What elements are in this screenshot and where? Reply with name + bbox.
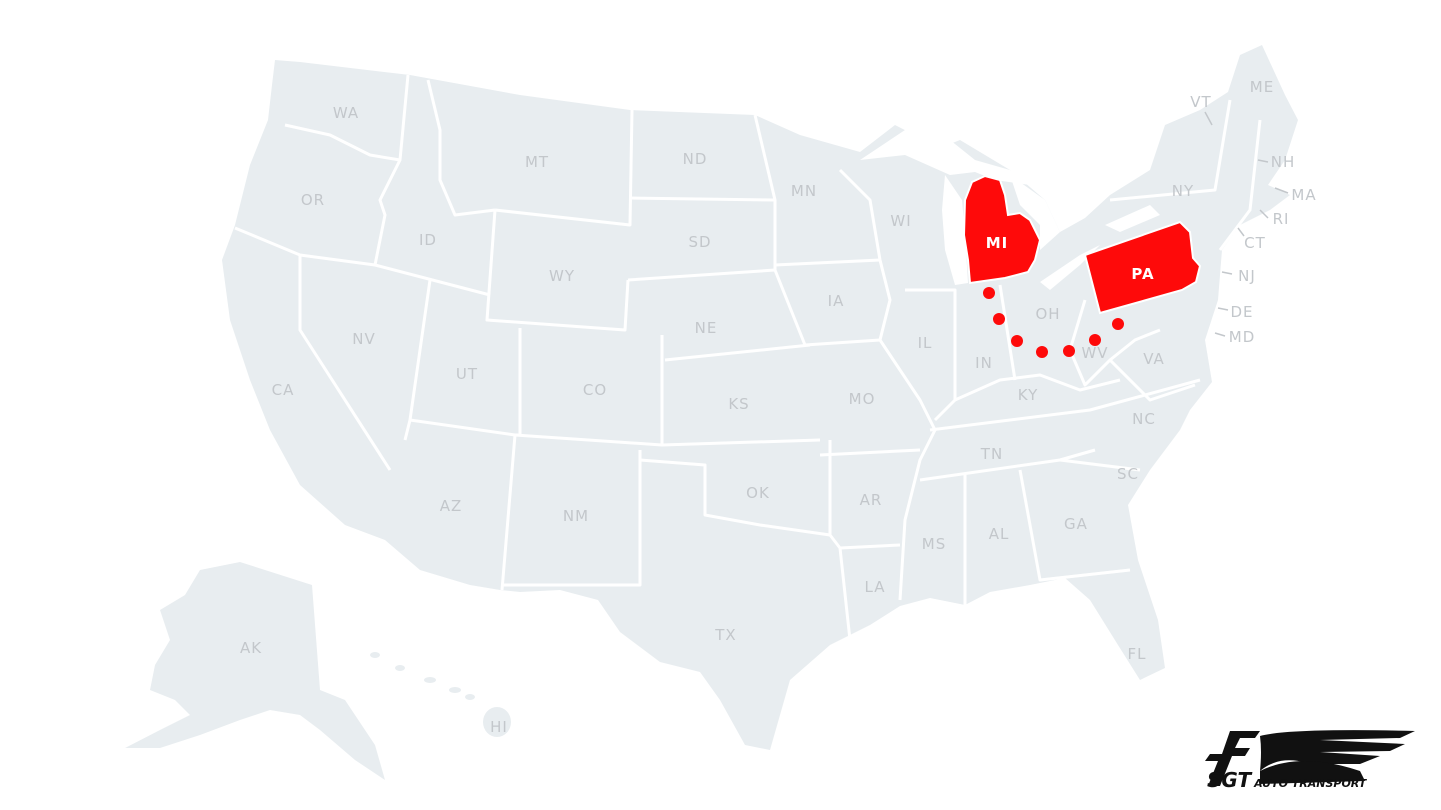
leader-line-nj <box>1221 271 1233 275</box>
state-label-nm: NM <box>563 507 589 525</box>
state-label-nj: NJ <box>1238 267 1256 285</box>
state-label-ny: NY <box>1172 182 1194 200</box>
state-labels: WA OR CA ID NV MT WY UT AZ CO NM ND SD NE KS OK TX MN IA MO… <box>240 78 1316 736</box>
route-dot <box>1112 318 1124 330</box>
state-label-nv: NV <box>352 330 375 348</box>
state-label-va: VA <box>1143 350 1165 368</box>
leader-line-ct <box>1237 227 1245 237</box>
state-label-ct: CT <box>1244 234 1266 252</box>
state-label-ar: AR <box>860 491 883 509</box>
land-layer <box>125 45 1298 780</box>
route-dot <box>1036 346 1048 358</box>
alaska <box>125 562 385 780</box>
state-label-id: ID <box>419 231 437 249</box>
state-label-md: MD <box>1229 328 1256 346</box>
logo-text: SGT AUTO TRANSPORT <box>1207 768 1366 792</box>
state-label-wv: WV <box>1081 344 1108 362</box>
route-dot <box>1089 334 1101 346</box>
route-dots <box>983 287 1124 358</box>
state-label-nd: ND <box>683 150 708 168</box>
state-label-sc: SC <box>1117 465 1139 483</box>
route-dot <box>1011 335 1023 347</box>
state-label-ga: GA <box>1064 515 1088 533</box>
state-label-nh: NH <box>1271 153 1296 171</box>
state-label-pa: PA <box>1131 265 1154 283</box>
state-label-co: CO <box>583 381 607 399</box>
logo-tagline: AUTO TRANSPORT <box>1254 777 1367 790</box>
state-label-in: IN <box>975 354 993 372</box>
state-label-mn: MN <box>791 182 817 200</box>
state-label-or: OR <box>301 191 325 209</box>
state-shape-pa <box>1083 220 1202 315</box>
state-label-wy: WY <box>549 267 575 285</box>
route-dot <box>1063 345 1075 357</box>
hawaii <box>370 652 511 737</box>
state-label-il: IL <box>918 334 933 352</box>
state-label-tn: TN <box>980 445 1003 463</box>
leader-line-md <box>1214 332 1226 337</box>
highlighted-states <box>962 174 1202 315</box>
state-label-ia: IA <box>828 292 845 310</box>
state-label-ca: CA <box>272 381 295 399</box>
state-label-ks: KS <box>728 395 749 413</box>
state-label-ut: UT <box>456 365 478 383</box>
great-lakes <box>860 128 1160 290</box>
state-label-ms: MS <box>922 535 946 553</box>
state-label-ky: KY <box>1018 386 1038 404</box>
leader-line-de <box>1217 307 1229 311</box>
leader-line-nh <box>1257 159 1269 163</box>
state-label-sd: SD <box>688 233 711 251</box>
state-label-de: DE <box>1230 303 1253 321</box>
route-dot <box>993 313 1005 325</box>
state-label-mo: MO <box>849 390 876 408</box>
state-label-al: AL <box>989 525 1010 543</box>
label-leader-lines <box>1204 111 1289 337</box>
leader-line-ma <box>1274 187 1289 194</box>
state-label-tx: TX <box>714 626 736 644</box>
leader-line-vt <box>1204 111 1213 126</box>
state-label-oh: OH <box>1035 305 1060 323</box>
state-label-fl: FL <box>1128 645 1147 663</box>
state-label-ok: OK <box>746 484 770 502</box>
state-label-ne: NE <box>695 319 718 337</box>
state-label-wi: WI <box>890 212 911 230</box>
state-borders <box>234 74 1262 641</box>
state-label-az: AZ <box>440 497 463 515</box>
state-label-mi: MI <box>986 234 1009 252</box>
route-dot <box>983 287 995 299</box>
state-label-nc: NC <box>1132 410 1156 428</box>
state-label-vt: VT <box>1190 93 1211 111</box>
state-label-mt: MT <box>525 153 549 171</box>
state-shape-mi <box>962 174 1042 285</box>
state-label-ri: RI <box>1273 210 1290 228</box>
state-label-me: ME <box>1250 78 1274 96</box>
state-label-ma: MA <box>1291 186 1316 204</box>
state-label-la: LA <box>865 578 886 596</box>
state-label-ak: AK <box>240 639 262 657</box>
leader-line-ri <box>1259 209 1269 219</box>
sgt-logo-wing <box>1205 730 1415 786</box>
state-label-wa: WA <box>333 104 359 122</box>
state-label-hi: HI <box>490 718 508 736</box>
logo-brand: SGT <box>1207 768 1252 792</box>
